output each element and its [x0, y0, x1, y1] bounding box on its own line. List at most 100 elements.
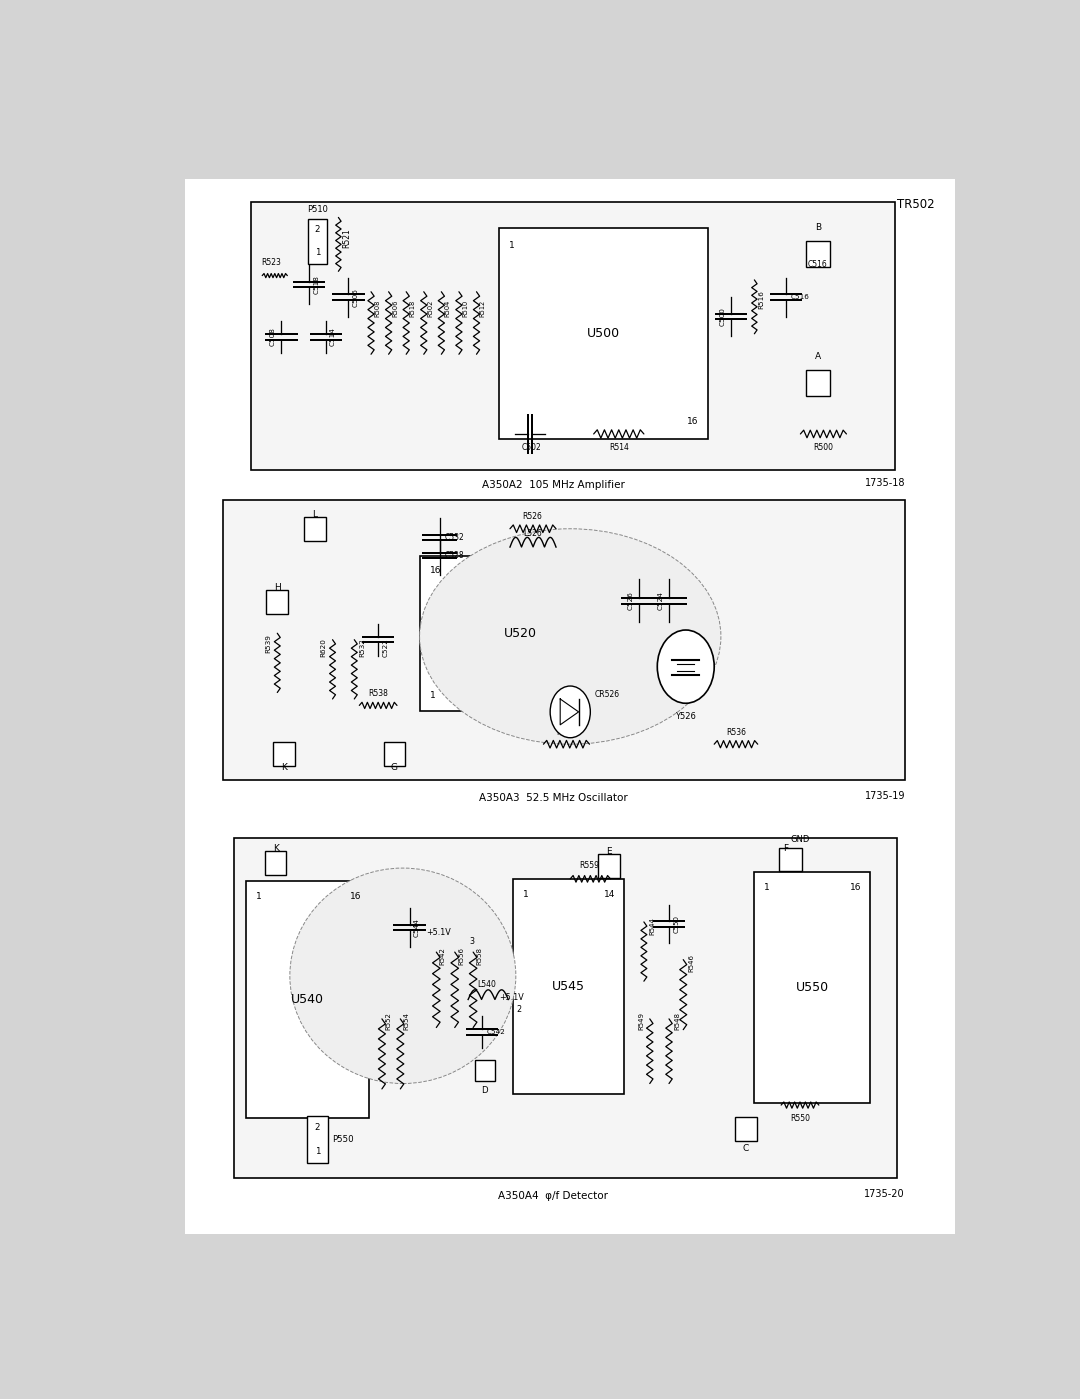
Text: A350A3  52.5 MHz Oscillator: A350A3 52.5 MHz Oscillator [480, 793, 627, 803]
Text: C500: C500 [720, 308, 726, 326]
Text: C542: C542 [486, 1028, 505, 1035]
Text: R554: R554 [404, 1011, 409, 1030]
Text: R536: R536 [726, 727, 746, 737]
Text: R538: R538 [368, 688, 388, 698]
Text: R502: R502 [427, 299, 433, 316]
Text: C: C [743, 1144, 750, 1153]
Text: D: D [482, 1086, 488, 1094]
Text: R526: R526 [523, 512, 542, 522]
Text: 2: 2 [516, 1004, 522, 1014]
Circle shape [658, 630, 714, 704]
Text: 2: 2 [314, 1123, 320, 1132]
Text: 16: 16 [687, 417, 699, 427]
Text: U520: U520 [503, 627, 537, 639]
Bar [807, 371, 829, 396]
Bar [251, 203, 895, 470]
Ellipse shape [289, 867, 516, 1083]
Text: A: A [815, 353, 821, 361]
Bar [267, 590, 288, 614]
Text: R544: R544 [649, 918, 654, 935]
Text: C528: C528 [445, 551, 464, 560]
Text: R620: R620 [321, 638, 326, 656]
Text: R521: R521 [342, 228, 352, 248]
Bar [807, 241, 829, 267]
Text: P550: P550 [333, 1135, 354, 1144]
Bar [383, 741, 405, 765]
Text: +5.1V: +5.1V [499, 993, 524, 1002]
Text: C516: C516 [808, 260, 828, 270]
Bar [499, 228, 708, 439]
Text: K: K [281, 764, 287, 772]
Text: U540: U540 [292, 993, 324, 1006]
Bar [305, 516, 326, 540]
Text: 16: 16 [350, 891, 361, 901]
Text: R504: R504 [445, 299, 450, 316]
Text: C522: C522 [382, 638, 389, 656]
Text: 1: 1 [765, 883, 770, 893]
Text: 16: 16 [430, 567, 441, 575]
Text: R518: R518 [409, 299, 416, 316]
Bar [598, 853, 620, 877]
Text: Y526: Y526 [675, 712, 697, 720]
Text: C544: C544 [414, 918, 420, 937]
Text: L: L [312, 511, 318, 519]
Text: C502: C502 [522, 442, 541, 452]
Text: C508: C508 [270, 327, 275, 347]
Text: 1: 1 [314, 248, 320, 257]
Text: U550: U550 [796, 981, 828, 995]
Text: 1735-19: 1735-19 [865, 790, 905, 800]
Text: 1735-18: 1735-18 [865, 478, 905, 488]
Text: C506: C506 [352, 288, 359, 306]
Text: C532: C532 [445, 533, 464, 541]
Text: 2: 2 [314, 225, 320, 234]
Text: R532: R532 [360, 638, 365, 656]
Text: C526: C526 [627, 592, 634, 610]
Text: R523: R523 [261, 257, 282, 267]
Text: CR526: CR526 [594, 690, 620, 700]
Bar [308, 218, 326, 264]
Text: TR502: TR502 [896, 199, 934, 211]
Text: A350A2  105 MHz Amplifier: A350A2 105 MHz Amplifier [482, 480, 625, 490]
Bar [222, 499, 905, 779]
Text: R556: R556 [458, 947, 464, 965]
Text: 3: 3 [470, 937, 475, 946]
Text: U545: U545 [552, 981, 585, 993]
Bar [233, 838, 896, 1178]
Text: 1: 1 [430, 691, 435, 700]
Bar [420, 555, 620, 711]
Text: 1: 1 [256, 891, 262, 901]
Text: C514: C514 [330, 327, 336, 347]
Text: 1: 1 [524, 890, 529, 898]
Text: R500: R500 [813, 442, 833, 452]
Text: K: K [272, 844, 279, 853]
Ellipse shape [419, 529, 721, 744]
Text: 1735-20: 1735-20 [864, 1189, 905, 1199]
Bar [273, 741, 295, 765]
Text: R558: R558 [476, 947, 483, 965]
Text: R522: R522 [556, 727, 576, 737]
Text: R559: R559 [580, 862, 599, 870]
Text: 1: 1 [314, 1147, 320, 1156]
Text: F: F [783, 844, 788, 853]
Text: C518: C518 [313, 274, 320, 294]
Text: R514: R514 [609, 442, 629, 452]
Text: L540: L540 [477, 979, 496, 989]
Circle shape [550, 686, 591, 737]
Text: U500: U500 [588, 327, 620, 340]
Text: L526: L526 [523, 529, 542, 539]
Bar [246, 881, 369, 1118]
Text: C550: C550 [674, 915, 680, 933]
Text: C524: C524 [658, 592, 664, 610]
Bar [754, 873, 869, 1102]
Text: R550: R550 [791, 1114, 810, 1122]
Text: H: H [274, 583, 281, 593]
Text: R516: R516 [758, 290, 765, 309]
Text: R508: R508 [375, 299, 380, 316]
Text: G: G [391, 764, 397, 772]
Text: R552: R552 [386, 1011, 391, 1030]
Text: R512: R512 [480, 299, 486, 316]
Text: R546: R546 [688, 954, 694, 972]
Text: P510: P510 [307, 206, 328, 214]
Text: 1: 1 [509, 241, 515, 250]
Bar [475, 1060, 495, 1081]
